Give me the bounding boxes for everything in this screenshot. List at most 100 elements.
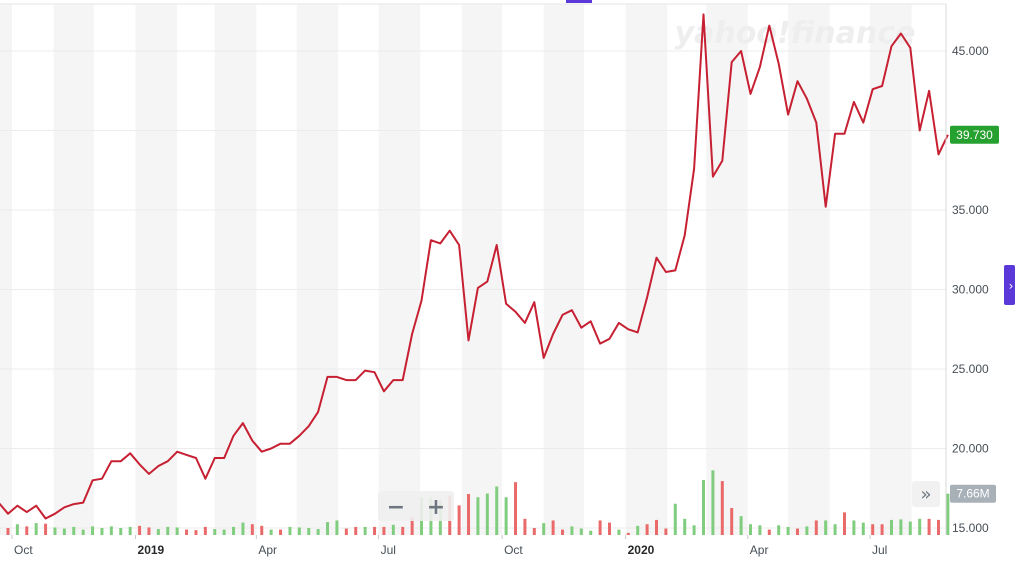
volume-bar — [222, 529, 226, 535]
volume-bar — [880, 524, 884, 535]
chevron-right-icon: › — [1009, 279, 1014, 293]
zoom-controls-panel — [378, 491, 454, 521]
volume-bar — [34, 523, 38, 535]
volume-bar — [833, 524, 837, 535]
expand-range-button[interactable] — [912, 481, 940, 507]
side-panel-tab[interactable]: › — [1004, 265, 1015, 305]
month-band — [625, 4, 668, 535]
y-axis: 15.00020.00025.00030.00035.00040.00045.0… — [945, 4, 989, 535]
volume-bar — [467, 494, 471, 535]
volume-bar — [476, 497, 480, 535]
volume-bar — [664, 528, 668, 535]
zoom-out-button[interactable]: − — [387, 495, 405, 520]
side-tab-button[interactable] — [1004, 265, 1015, 305]
volume-bar — [842, 512, 846, 535]
volume-bar — [6, 527, 10, 535]
x-tick-label: Oct — [14, 543, 33, 557]
volume-bar — [702, 480, 706, 535]
y-tick-label: 25.000 — [952, 362, 989, 376]
volume-bar — [795, 528, 799, 535]
volume-bar — [119, 527, 123, 535]
month-band — [870, 4, 912, 535]
month-band — [706, 4, 748, 535]
volume-bar — [739, 516, 743, 535]
volume-bar — [203, 526, 207, 535]
last-price-value: 39.730 — [956, 128, 993, 142]
volume-bar — [81, 529, 85, 535]
volume-bar — [626, 532, 630, 535]
volume-bar — [194, 530, 198, 535]
volume-bar — [335, 520, 339, 535]
price-series — [0, 13, 949, 520]
x-tick-label: 2019 — [138, 543, 165, 557]
volume-bar — [936, 519, 940, 535]
x-tick-label: Jul — [872, 543, 887, 557]
last-price-badge: 39.730 — [950, 125, 999, 144]
x-tick-label: Jul — [381, 543, 396, 557]
month-band — [543, 4, 584, 535]
volume-bar — [91, 526, 95, 535]
price-line — [0, 13, 949, 520]
x-tick-label: Apr — [750, 543, 769, 557]
volume-bar — [175, 527, 179, 535]
volume-bar — [871, 524, 875, 535]
volume-bar — [213, 529, 217, 535]
x-tick-label: Apr — [258, 543, 277, 557]
volume-bar — [786, 526, 790, 535]
volume-bar — [683, 518, 687, 535]
volume-bar — [457, 505, 461, 535]
volume-bar — [260, 525, 264, 535]
last-volume-badge-bg — [950, 484, 996, 503]
last-price-badge-bg — [950, 125, 999, 144]
volume-bar — [636, 525, 640, 535]
volume-bar — [824, 520, 828, 535]
volume-bar — [15, 524, 19, 535]
volume-bar — [297, 527, 301, 535]
volume-bar — [523, 518, 527, 535]
month-band — [788, 4, 830, 535]
x-tick-label: Oct — [504, 543, 523, 557]
grid-lines — [0, 3, 946, 529]
x-axis: Oct 2019 Apr Jul Oct 2020 Apr Jul — [11, 535, 887, 557]
zoom-in-button[interactable]: + — [427, 495, 445, 520]
volume-bar — [410, 516, 414, 535]
volume-bar — [861, 522, 865, 535]
month-band — [296, 4, 339, 535]
volume-bar — [269, 529, 273, 535]
month-band — [135, 4, 178, 535]
volume-bar — [485, 493, 489, 535]
volume-bar — [326, 522, 330, 535]
volume-bar — [532, 527, 536, 535]
volume-bar — [645, 524, 649, 535]
volume-bar — [147, 527, 151, 535]
volume-bar — [185, 529, 189, 535]
y-tick-label: 45.000 — [952, 44, 989, 58]
month-band — [214, 4, 257, 535]
top-drag-handle[interactable] — [566, 0, 592, 3]
volume-bar — [551, 520, 555, 535]
yahoo-finance-watermark: yahoo!finance — [675, 16, 916, 51]
volume-bar — [363, 526, 367, 535]
volume-bar — [598, 520, 602, 535]
volume-bar — [72, 526, 76, 535]
volume-bar — [382, 526, 386, 535]
volume-bar — [805, 526, 809, 535]
volume-bar — [767, 529, 771, 535]
x-tick-label: 2020 — [628, 543, 655, 557]
volume-bar — [608, 522, 612, 535]
volume-bar — [128, 526, 132, 535]
volume-bar — [889, 519, 893, 535]
volume-bar — [748, 524, 752, 535]
month-band — [378, 4, 421, 535]
month-band — [53, 4, 94, 535]
volume-bar — [166, 526, 170, 535]
volume-bar — [232, 526, 236, 535]
volume-bar — [711, 470, 715, 535]
volume-bar — [109, 526, 113, 535]
expand-range-control[interactable]: » — [912, 481, 940, 507]
volume-bar — [589, 530, 593, 535]
last-volume-badge: 7.66M — [950, 484, 996, 503]
volume-bar — [570, 526, 574, 535]
volume-bar — [927, 518, 931, 535]
